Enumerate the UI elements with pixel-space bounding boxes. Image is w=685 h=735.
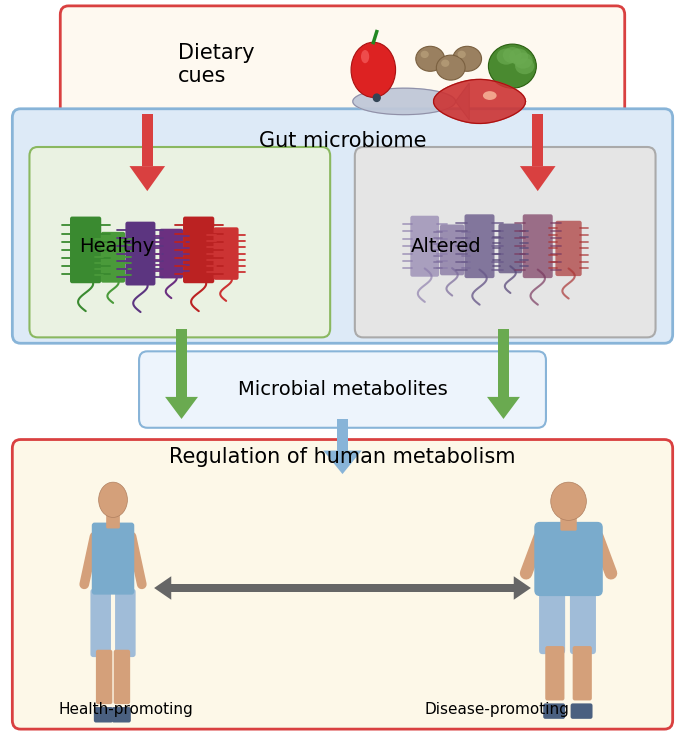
Ellipse shape — [543, 545, 594, 587]
FancyBboxPatch shape — [556, 220, 582, 276]
FancyBboxPatch shape — [523, 215, 553, 278]
FancyBboxPatch shape — [101, 232, 125, 283]
FancyBboxPatch shape — [160, 229, 183, 279]
Ellipse shape — [497, 49, 516, 65]
Text: Healthy: Healthy — [79, 237, 154, 256]
Polygon shape — [434, 79, 525, 123]
Ellipse shape — [453, 46, 482, 71]
FancyBboxPatch shape — [570, 588, 596, 654]
Polygon shape — [142, 114, 153, 166]
Text: Altered: Altered — [411, 237, 482, 256]
FancyBboxPatch shape — [539, 588, 565, 654]
FancyBboxPatch shape — [114, 650, 130, 704]
Polygon shape — [323, 451, 362, 474]
Ellipse shape — [503, 47, 522, 63]
FancyBboxPatch shape — [464, 215, 495, 278]
Polygon shape — [353, 88, 456, 115]
FancyBboxPatch shape — [96, 650, 112, 704]
Ellipse shape — [488, 44, 536, 88]
Polygon shape — [456, 83, 469, 120]
Ellipse shape — [514, 53, 533, 69]
FancyBboxPatch shape — [70, 217, 101, 283]
Ellipse shape — [441, 60, 449, 67]
FancyBboxPatch shape — [139, 351, 546, 428]
FancyBboxPatch shape — [125, 222, 155, 285]
Ellipse shape — [509, 49, 528, 65]
Ellipse shape — [458, 51, 466, 58]
Polygon shape — [165, 397, 198, 419]
FancyBboxPatch shape — [440, 224, 464, 276]
FancyBboxPatch shape — [560, 514, 577, 531]
Ellipse shape — [551, 482, 586, 520]
Ellipse shape — [421, 51, 429, 58]
FancyBboxPatch shape — [112, 707, 131, 723]
Text: Health-promoting: Health-promoting — [58, 703, 193, 717]
Text: Disease-promoting: Disease-promoting — [425, 703, 569, 717]
FancyBboxPatch shape — [94, 707, 113, 723]
FancyBboxPatch shape — [90, 589, 111, 657]
Ellipse shape — [351, 42, 396, 97]
FancyBboxPatch shape — [12, 109, 673, 343]
Polygon shape — [154, 576, 171, 600]
Ellipse shape — [99, 482, 127, 517]
Ellipse shape — [416, 46, 445, 71]
Text: Regulation of human metabolism: Regulation of human metabolism — [169, 447, 516, 467]
Polygon shape — [337, 419, 348, 451]
Polygon shape — [487, 397, 520, 419]
FancyBboxPatch shape — [571, 703, 593, 719]
FancyBboxPatch shape — [534, 522, 603, 596]
Polygon shape — [514, 576, 531, 600]
FancyBboxPatch shape — [573, 646, 592, 700]
Ellipse shape — [515, 58, 534, 74]
Polygon shape — [520, 166, 556, 191]
FancyBboxPatch shape — [410, 216, 439, 277]
FancyBboxPatch shape — [543, 703, 565, 719]
FancyBboxPatch shape — [60, 6, 625, 123]
FancyBboxPatch shape — [92, 523, 134, 595]
FancyBboxPatch shape — [106, 512, 120, 528]
FancyBboxPatch shape — [499, 223, 522, 273]
Polygon shape — [171, 584, 514, 592]
Text: Dietary
cues: Dietary cues — [178, 43, 255, 86]
FancyBboxPatch shape — [183, 217, 214, 283]
Polygon shape — [498, 329, 509, 397]
FancyBboxPatch shape — [545, 646, 564, 700]
Polygon shape — [176, 329, 187, 397]
Circle shape — [373, 94, 380, 101]
FancyBboxPatch shape — [12, 440, 673, 729]
FancyBboxPatch shape — [355, 147, 656, 337]
Polygon shape — [532, 114, 543, 166]
Text: Gut microbiome: Gut microbiome — [259, 131, 426, 151]
Ellipse shape — [361, 50, 369, 63]
FancyBboxPatch shape — [29, 147, 330, 337]
Polygon shape — [129, 166, 165, 191]
FancyBboxPatch shape — [115, 589, 136, 657]
Text: Microbial metabolites: Microbial metabolites — [238, 380, 447, 399]
Ellipse shape — [483, 91, 497, 100]
FancyBboxPatch shape — [214, 227, 238, 280]
Ellipse shape — [436, 55, 465, 80]
